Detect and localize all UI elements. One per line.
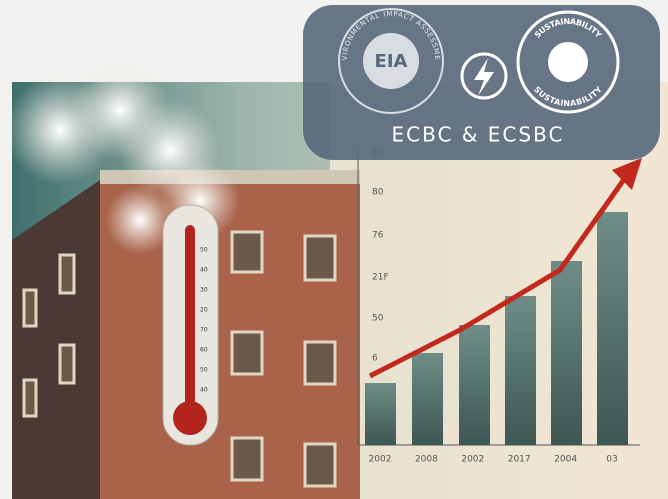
thermometer-label: 50 xyxy=(200,247,208,254)
thermometer-label: 70 xyxy=(200,327,208,334)
badge-caption: ECBC & ECSBC xyxy=(392,123,565,147)
thermometer-label: 30 xyxy=(200,287,208,294)
y-label: 21F xyxy=(372,273,389,283)
y-label: 6 xyxy=(372,354,378,364)
x-label: 2017 xyxy=(508,455,531,465)
x-label: 2008 xyxy=(415,455,438,465)
thermometer-label: 50 xyxy=(200,367,208,374)
x-label: 2002 xyxy=(461,455,484,465)
y-label: 50 xyxy=(372,314,384,324)
y-label: 80 xyxy=(372,188,384,198)
thermometer-tube xyxy=(185,225,195,410)
thermometer-label: 60 xyxy=(200,347,208,354)
thermometer-label: 40 xyxy=(200,267,208,274)
x-label: 2004 xyxy=(554,455,577,465)
x-label: 2002 xyxy=(369,455,392,465)
illustration: 5040302070605040 60807621F50620022008200… xyxy=(0,0,668,499)
thermometer-bulb xyxy=(173,401,207,435)
thermometer-label: 40 xyxy=(200,387,208,394)
globe-icon xyxy=(548,42,588,82)
thermometer-label: 20 xyxy=(200,307,208,314)
x-label: 03 xyxy=(606,455,617,465)
seal-center: EIA xyxy=(375,51,408,72)
y-label: 76 xyxy=(372,231,384,241)
